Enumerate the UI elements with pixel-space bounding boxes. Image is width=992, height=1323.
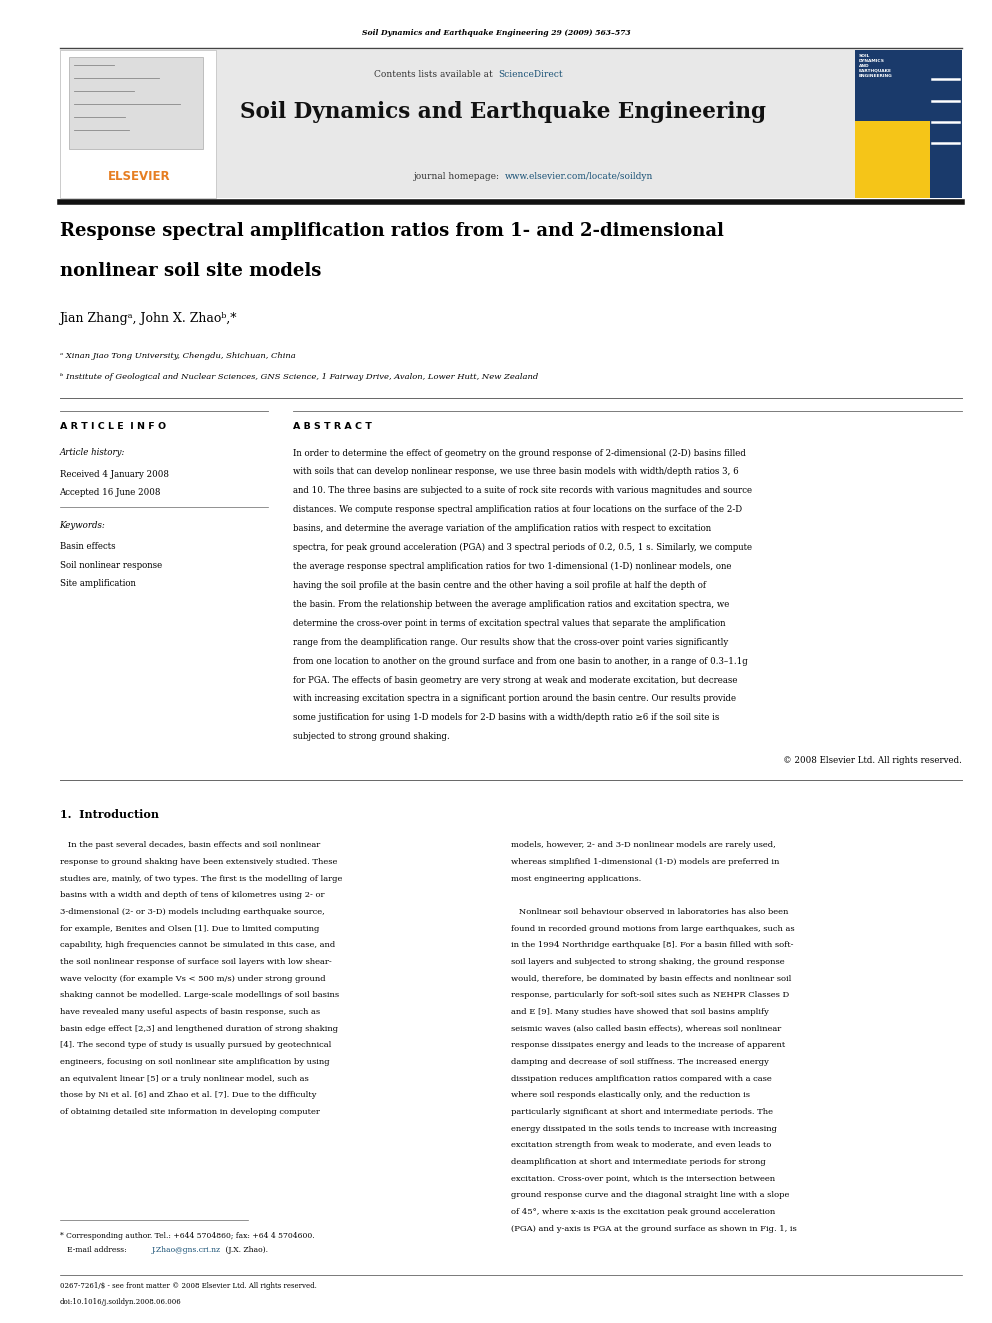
Text: Nonlinear soil behaviour observed in laboratories has also been: Nonlinear soil behaviour observed in lab…: [511, 908, 789, 916]
FancyBboxPatch shape: [60, 50, 962, 198]
Text: Basin effects: Basin effects: [60, 542, 115, 552]
Text: the basin. From the relationship between the average amplification ratios and ex: the basin. From the relationship between…: [293, 599, 729, 609]
Text: 3-dimensional (2- or 3-D) models including earthquake source,: 3-dimensional (2- or 3-D) models includi…: [60, 908, 324, 916]
Text: Soil Dynamics and Earthquake Engineering: Soil Dynamics and Earthquake Engineering: [240, 101, 766, 123]
Text: shaking cannot be modelled. Large-scale modellings of soil basins: shaking cannot be modelled. Large-scale …: [60, 991, 338, 999]
Text: with increasing excitation spectra in a significant portion around the basin cen: with increasing excitation spectra in a …: [293, 695, 736, 704]
Text: of 45°, where x-axis is the excitation peak ground acceleration: of 45°, where x-axis is the excitation p…: [511, 1208, 775, 1216]
Text: Jian Zhangᵃ, John X. Zhaoᵇ,*: Jian Zhangᵃ, John X. Zhaoᵇ,*: [60, 312, 237, 325]
Text: Soil nonlinear response: Soil nonlinear response: [60, 561, 162, 570]
Text: journal homepage:: journal homepage:: [414, 172, 503, 181]
Text: basins with a width and depth of tens of kilometres using 2- or: basins with a width and depth of tens of…: [60, 892, 324, 900]
Text: seismic waves (also called basin effects), whereas soil nonlinear: seismic waves (also called basin effects…: [511, 1024, 781, 1032]
Text: spectra, for peak ground acceleration (PGA) and 3 spectral periods of 0.2, 0.5, : spectra, for peak ground acceleration (P…: [293, 544, 752, 552]
Text: an equivalent linear [5] or a truly nonlinear model, such as: an equivalent linear [5] or a truly nonl…: [60, 1074, 309, 1082]
Text: subjected to strong ground shaking.: subjected to strong ground shaking.: [293, 733, 449, 741]
Text: studies are, mainly, of two types. The first is the modelling of large: studies are, mainly, of two types. The f…: [60, 875, 342, 882]
Text: A B S T R A C T: A B S T R A C T: [293, 422, 372, 431]
Text: response dissipates energy and leads to the increase of apparent: response dissipates energy and leads to …: [511, 1041, 785, 1049]
Text: some justification for using 1-D models for 2-D basins with a width/depth ratio : some justification for using 1-D models …: [293, 713, 719, 722]
Text: range from the deamplification range. Our results show that the cross-over point: range from the deamplification range. Ou…: [293, 638, 728, 647]
Text: from one location to another on the ground surface and from one basin to another: from one location to another on the grou…: [293, 656, 747, 665]
Text: (PGA) and y-axis is PGA at the ground surface as shown in Fig. 1, is: (PGA) and y-axis is PGA at the ground su…: [511, 1225, 797, 1233]
Text: ScienceDirect: ScienceDirect: [498, 70, 562, 79]
Text: engineers, focusing on soil nonlinear site amplification by using: engineers, focusing on soil nonlinear si…: [60, 1058, 329, 1066]
Text: * Corresponding author. Tel.: +644 5704860; fax: +64 4 5704600.: * Corresponding author. Tel.: +644 57048…: [60, 1232, 314, 1240]
Text: A R T I C L E  I N F O: A R T I C L E I N F O: [60, 422, 166, 431]
Text: of obtaining detailed site information in developing computer: of obtaining detailed site information i…: [60, 1107, 319, 1115]
Text: In order to determine the effect of geometry on the ground response of 2-dimensi: In order to determine the effect of geom…: [293, 448, 746, 458]
Text: response, particularly for soft-soil sites such as NEHPR Classes D: response, particularly for soft-soil sit…: [511, 991, 789, 999]
Text: 0267-7261/$ - see front matter © 2008 Elsevier Ltd. All rights reserved.: 0267-7261/$ - see front matter © 2008 El…: [60, 1282, 316, 1290]
Text: SOIL
DYNAMICS
AND
EARTHQUAKE
ENGINEERING: SOIL DYNAMICS AND EARTHQUAKE ENGINEERING: [859, 54, 893, 78]
Text: in the 1994 Northridge earthquake [8]. For a basin filled with soft-: in the 1994 Northridge earthquake [8]. F…: [511, 941, 794, 949]
Text: whereas simplified 1-dimensional (1-D) models are preferred in: whereas simplified 1-dimensional (1-D) m…: [511, 857, 780, 865]
Text: www.elsevier.com/locate/soildyn: www.elsevier.com/locate/soildyn: [505, 172, 654, 181]
Text: determine the cross-over point in terms of excitation spectral values that separ: determine the cross-over point in terms …: [293, 619, 725, 628]
Text: found in recorded ground motions from large earthquakes, such as: found in recorded ground motions from la…: [511, 925, 795, 933]
Text: where soil responds elastically only, and the reduction is: where soil responds elastically only, an…: [511, 1091, 750, 1099]
Text: Article history:: Article history:: [60, 448, 125, 458]
Text: energy dissipated in the soils tends to increase with increasing: energy dissipated in the soils tends to …: [511, 1125, 777, 1132]
Text: basin edge effect [2,3] and lengthened duration of strong shaking: basin edge effect [2,3] and lengthened d…: [60, 1024, 337, 1032]
Text: Contents lists available at: Contents lists available at: [374, 70, 496, 79]
Text: [4]. The second type of study is usually pursued by geotechnical: [4]. The second type of study is usually…: [60, 1041, 331, 1049]
Text: models, however, 2- and 3-D nonlinear models are rarely used,: models, however, 2- and 3-D nonlinear mo…: [511, 841, 776, 849]
Text: J.Zhao@gns.cri.nz: J.Zhao@gns.cri.nz: [152, 1246, 221, 1254]
Text: In the past several decades, basin effects and soil nonlinear: In the past several decades, basin effec…: [60, 841, 319, 849]
Text: distances. We compute response spectral amplification ratios at four locations o: distances. We compute response spectral …: [293, 505, 742, 515]
Text: the soil nonlinear response of surface soil layers with low shear-: the soil nonlinear response of surface s…: [60, 958, 331, 966]
FancyBboxPatch shape: [855, 122, 930, 198]
Text: would, therefore, be dominated by basin effects and nonlinear soil: would, therefore, be dominated by basin …: [511, 975, 792, 983]
Text: excitation. Cross-over point, which is the intersection between: excitation. Cross-over point, which is t…: [511, 1175, 775, 1183]
Text: excitation strength from weak to moderate, and even leads to: excitation strength from weak to moderat…: [511, 1142, 771, 1150]
Text: Accepted 16 June 2008: Accepted 16 June 2008: [60, 488, 161, 497]
Text: ᵃ Xinan Jiao Tong University, Chengdu, Shichuan, China: ᵃ Xinan Jiao Tong University, Chengdu, S…: [60, 352, 296, 360]
Text: and 10. The three basins are subjected to a suite of rock site records with vari: and 10. The three basins are subjected t…: [293, 487, 752, 495]
Text: response to ground shaking have been extensively studied. These: response to ground shaking have been ext…: [60, 857, 337, 865]
Text: soil layers and subjected to strong shaking, the ground response: soil layers and subjected to strong shak…: [511, 958, 785, 966]
Text: for PGA. The effects of basin geometry are very strong at weak and moderate exci: for PGA. The effects of basin geometry a…: [293, 676, 737, 684]
Text: capability, high frequencies cannot be simulated in this case, and: capability, high frequencies cannot be s…: [60, 941, 334, 949]
Text: basins, and determine the average variation of the amplification ratios with res: basins, and determine the average variat…: [293, 524, 710, 533]
Text: doi:10.1016/j.soildyn.2008.06.006: doi:10.1016/j.soildyn.2008.06.006: [60, 1298, 182, 1306]
Text: the average response spectral amplification ratios for two 1-dimensional (1-D) n: the average response spectral amplificat…: [293, 562, 731, 572]
Text: particularly significant at short and intermediate periods. The: particularly significant at short and in…: [511, 1107, 773, 1115]
Text: Site amplification: Site amplification: [60, 579, 135, 589]
Text: nonlinear soil site models: nonlinear soil site models: [60, 262, 320, 280]
Text: Soil Dynamics and Earthquake Engineering 29 (2009) 563–573: Soil Dynamics and Earthquake Engineering…: [362, 29, 630, 37]
Text: ground response curve and the diagonal straight line with a slope: ground response curve and the diagonal s…: [511, 1191, 790, 1199]
Text: Response spectral amplification ratios from 1- and 2-dimensional: Response spectral amplification ratios f…: [60, 222, 723, 241]
Text: most engineering applications.: most engineering applications.: [511, 875, 641, 882]
Text: have revealed many useful aspects of basin response, such as: have revealed many useful aspects of bas…: [60, 1008, 319, 1016]
Text: damping and decrease of soil stiffness. The increased energy: damping and decrease of soil stiffness. …: [511, 1058, 769, 1066]
Text: 1.  Introduction: 1. Introduction: [60, 810, 159, 820]
FancyBboxPatch shape: [69, 57, 203, 148]
Text: Received 4 January 2008: Received 4 January 2008: [60, 470, 169, 479]
FancyBboxPatch shape: [855, 50, 962, 198]
Text: Keywords:: Keywords:: [60, 521, 105, 531]
Text: (J.X. Zhao).: (J.X. Zhao).: [223, 1246, 268, 1254]
Text: for example, Benites and Olsen [1]. Due to limited computing: for example, Benites and Olsen [1]. Due …: [60, 925, 318, 933]
Text: those by Ni et al. [6] and Zhao et al. [7]. Due to the difficulty: those by Ni et al. [6] and Zhao et al. […: [60, 1091, 316, 1099]
Text: with soils that can develop nonlinear response, we use three basin models with w: with soils that can develop nonlinear re…: [293, 467, 738, 476]
Text: deamplification at short and intermediate periods for strong: deamplification at short and intermediat…: [511, 1158, 766, 1166]
Text: having the soil profile at the basin centre and the other having a soil profile : having the soil profile at the basin cen…: [293, 581, 705, 590]
Text: ᵇ Institute of Geological and Nuclear Sciences, GNS Science, 1 Fairway Drive, Av: ᵇ Institute of Geological and Nuclear Sc…: [60, 373, 538, 381]
Text: and E [9]. Many studies have showed that soil basins amplify: and E [9]. Many studies have showed that…: [511, 1008, 769, 1016]
Text: dissipation reduces amplification ratios compared with a case: dissipation reduces amplification ratios…: [511, 1074, 772, 1082]
FancyBboxPatch shape: [60, 50, 216, 198]
Text: © 2008 Elsevier Ltd. All rights reserved.: © 2008 Elsevier Ltd. All rights reserved…: [784, 757, 962, 766]
Text: wave velocity (for example Vs < 500 m/s) under strong ground: wave velocity (for example Vs < 500 m/s)…: [60, 975, 325, 983]
Text: E-mail address:: E-mail address:: [60, 1246, 129, 1254]
Text: ELSEVIER: ELSEVIER: [107, 169, 171, 183]
